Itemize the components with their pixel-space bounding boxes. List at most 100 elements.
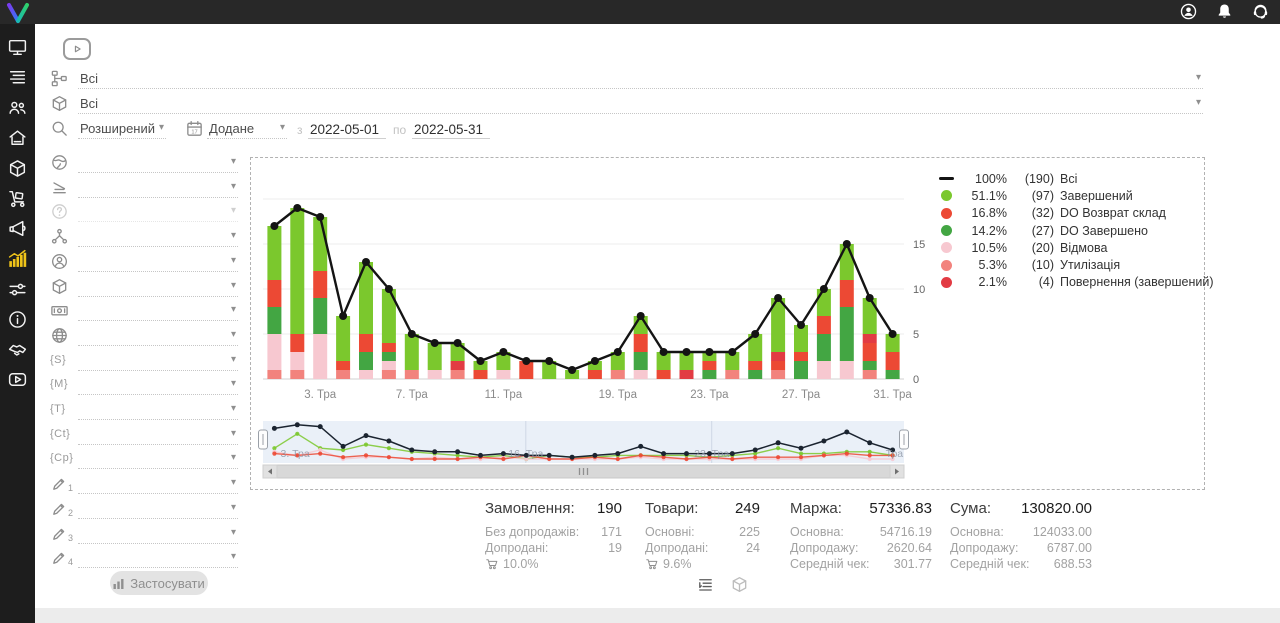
orders-chart-panel: 0 5 10 15 3. Тра 7. Тра 11. Тра 19. Тра 23. Тра 2… xyxy=(250,157,1214,490)
question-icon xyxy=(50,202,69,221)
stat-title: Маржа: 57336.83 xyxy=(790,500,932,517)
sidebar-item-partners[interactable] xyxy=(7,339,28,360)
tutorials-icon xyxy=(7,369,28,390)
chart-line[interactable] xyxy=(270,204,897,374)
filter-select-9[interactable]: ▾ xyxy=(78,350,238,371)
statistics-icon xyxy=(7,248,28,269)
sidebar-item-marketing[interactable] xyxy=(7,218,28,239)
legend-item-4[interactable]: 14.2% (27) DO Завершено xyxy=(939,222,1214,239)
chevron-down-icon: ▾ xyxy=(230,353,236,365)
filter-select-16[interactable]: ▾ xyxy=(78,523,238,544)
chart-navigator[interactable]: 3. Тра 16. Тра 23. Тра Тра xyxy=(258,421,909,463)
pencil-number: 4 xyxy=(68,557,74,568)
legend-item-3[interactable]: 16.8% (32) DO Возврат склад xyxy=(939,205,1214,222)
filter-select-15[interactable]: ▾ xyxy=(78,498,238,519)
orders-chart: 0 5 10 15 3. Тра 7. Тра 11. Тра 19. Тра 23. Тра 2… xyxy=(258,198,925,479)
filter-select-11[interactable]: ▾ xyxy=(78,399,238,420)
sidebar-item-tutorials[interactable] xyxy=(7,369,28,390)
filter-select-7[interactable]: ▾ xyxy=(78,300,238,322)
chart-legend: 100% (190) Всі 51.1% (97) Завершений 16.8% (32)… xyxy=(939,170,1214,291)
orders-icon xyxy=(7,67,28,88)
filter-select-8[interactable]: ▾ xyxy=(78,325,238,346)
sidebar-item-logistics[interactable] xyxy=(7,188,28,209)
chart-scrollbar[interactable] xyxy=(262,464,905,479)
chevron-down-icon: ▾ xyxy=(230,526,236,538)
apply-button[interactable]: Застосувати xyxy=(110,571,208,595)
filter-select-6[interactable]: ▾ xyxy=(78,276,238,297)
stat-subrow: Без допродажів: 171 xyxy=(485,525,622,539)
svg-text:23. Тра: 23. Тра xyxy=(690,389,729,401)
dashboard-icon xyxy=(7,37,28,58)
scrollbar-grip[interactable] xyxy=(578,468,589,475)
filter-select-5[interactable]: ▾ xyxy=(78,251,238,272)
product-group-select[interactable]: Всі ▾ xyxy=(78,93,1203,114)
banknote-icon xyxy=(50,301,69,320)
sidebar-item-orders[interactable] xyxy=(7,67,28,88)
stat-title: Товари: 249 xyxy=(645,500,760,517)
legend-item-5[interactable]: 10.5% (20) Відмова xyxy=(939,239,1214,256)
braces-tag-icon: {S} xyxy=(50,353,67,366)
svg-text:17: 17 xyxy=(191,129,197,135)
filter-select-2[interactable]: ▾ xyxy=(78,177,238,198)
navigator-right-handle[interactable] xyxy=(899,429,909,450)
legend-item-1[interactable]: 100% (190) Всі xyxy=(939,170,1214,187)
stat-subrow: Середній чек: 688.53 xyxy=(950,557,1092,571)
hierarchy-icon xyxy=(50,227,69,246)
chevron-down-icon: ▾ xyxy=(158,122,164,133)
legend-label: Утилізація xyxy=(1060,258,1121,273)
navigator-left-handle[interactable] xyxy=(258,429,268,450)
stat-subrow: Допродажу: 2620.64 xyxy=(790,541,932,555)
legend-count: (27) xyxy=(1031,223,1054,238)
sidebar-item-products[interactable] xyxy=(7,158,28,179)
chevron-down-icon: ▾ xyxy=(230,254,236,266)
legend-item-7[interactable]: 2.1% (4) Повернення (завершений) xyxy=(939,274,1214,291)
cart-icon xyxy=(485,557,499,571)
date-field-value: Додане xyxy=(209,121,255,136)
sidebar-item-company[interactable] xyxy=(7,128,28,149)
sidebar-item-dashboard[interactable] xyxy=(7,37,28,58)
filter-select-3: ▾ xyxy=(78,201,238,223)
search-mode-select[interactable]: Розширений ▾ xyxy=(78,118,166,139)
filter-select-17[interactable]: ▾ xyxy=(78,547,238,569)
legend-label: Повернення (завершений) xyxy=(1060,275,1214,290)
app-logo[interactable] xyxy=(5,2,31,24)
sidebar-item-info[interactable] xyxy=(7,309,28,330)
legend-dot-marker xyxy=(941,190,952,202)
sidebar-item-statistics[interactable] xyxy=(7,248,28,269)
pencil-number: 3 xyxy=(68,532,74,543)
company-icon xyxy=(7,128,28,149)
product-group-value: Всі xyxy=(80,96,99,111)
sidebar-item-settings[interactable] xyxy=(7,279,28,300)
sidebar-item-clients[interactable] xyxy=(7,97,28,118)
legend-percent: 51.1% xyxy=(971,188,1007,203)
box-view-toggle[interactable] xyxy=(730,575,749,594)
order-group-select[interactable]: Всі ▾ xyxy=(78,68,1203,89)
legend-percent: 16.8% xyxy=(971,206,1007,221)
legend-item-2[interactable]: 51.1% (97) Завершений xyxy=(939,187,1214,204)
support-icon[interactable] xyxy=(1251,2,1270,21)
date-from-input[interactable] xyxy=(308,118,386,139)
stat-value: 130820.00 xyxy=(1021,500,1092,517)
filter-select-13[interactable]: ▾ xyxy=(78,448,238,470)
filter-select-4[interactable]: ▾ xyxy=(78,226,238,248)
notifications-icon[interactable] xyxy=(1215,2,1234,21)
legend-item-6[interactable]: 5.3% (10) Утилізація xyxy=(939,256,1214,273)
web-icon xyxy=(50,326,69,345)
date-field-select[interactable]: Додане ▾ xyxy=(207,118,287,139)
chevron-down-icon: ▾ xyxy=(230,501,236,513)
legend-dot-marker xyxy=(941,207,952,219)
chart-bars[interactable] xyxy=(267,208,900,379)
date-to-input[interactable] xyxy=(412,118,490,139)
chevron-down-icon: ▾ xyxy=(230,230,236,242)
stat-title: Сума: 130820.00 xyxy=(950,500,1092,517)
account-icon[interactable] xyxy=(1179,2,1198,21)
filter-select-1[interactable]: ▾ xyxy=(78,152,238,173)
filter-select-10[interactable]: ▾ xyxy=(78,374,238,396)
filter-select-12[interactable]: ▾ xyxy=(78,424,238,445)
pencil-icon xyxy=(50,548,69,567)
list-view-toggle[interactable] xyxy=(696,575,715,594)
play-icon xyxy=(74,45,81,53)
filter-select-14[interactable]: ▾ xyxy=(78,473,238,495)
video-tutorial-button[interactable] xyxy=(63,38,91,60)
stat-subrow: Основні: 225 xyxy=(645,525,760,539)
